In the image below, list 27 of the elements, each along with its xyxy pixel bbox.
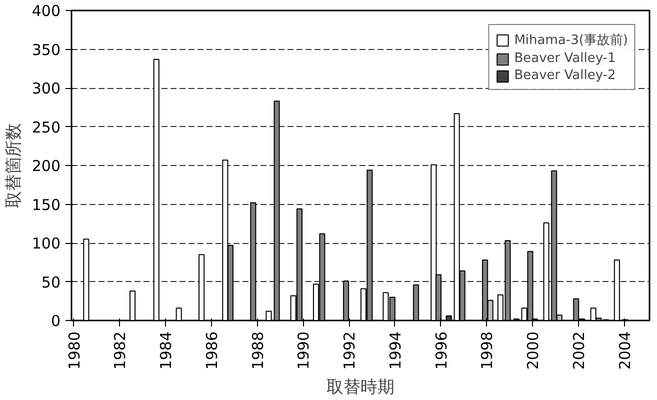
- x-tick-label: 1986: [202, 331, 221, 370]
- x-tick-label: 1998: [478, 331, 496, 370]
- legend-label: Mihama-3(事故前): [514, 32, 628, 49]
- x-tick-label: 1996: [432, 331, 450, 370]
- y-tick-label: 400: [32, 2, 61, 20]
- x-tick-label: 1980: [65, 331, 84, 370]
- y-tick-label: 150: [32, 196, 61, 214]
- x-tick-label: 1988: [248, 331, 267, 370]
- y-axis-title: 取替箇所数: [4, 123, 24, 208]
- x-tick-label: 2002: [570, 331, 588, 370]
- x-tick-label: 1994: [386, 331, 404, 370]
- x-tick-label: 1984: [157, 331, 176, 370]
- y-tick-label: 100: [32, 234, 61, 252]
- x-tick-label: 2004: [616, 331, 634, 370]
- y-tick-label: 200: [32, 157, 61, 175]
- legend-label: Beaver Valley-2: [514, 68, 616, 83]
- y-tick-label: 50: [41, 273, 61, 292]
- legend-label: Beaver Valley-1: [514, 51, 616, 66]
- y-tick-label: 0: [50, 312, 61, 330]
- y-tick-label: 250: [32, 118, 61, 136]
- y-tick-label: 300: [32, 80, 61, 98]
- x-tick-label: 1990: [294, 331, 313, 370]
- y-tick-label: 350: [32, 40, 61, 59]
- x-tick-label: 2000: [524, 331, 542, 370]
- x-axis-title: 取替時期: [326, 378, 394, 398]
- x-tick-label: 1992: [340, 331, 359, 370]
- x-tick-label: 1982: [111, 331, 130, 370]
